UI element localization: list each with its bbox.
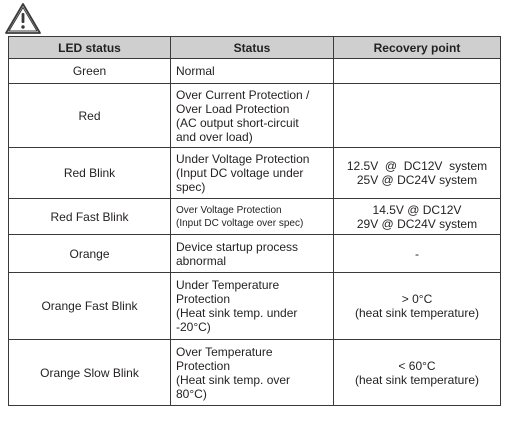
led-status-cell: Orange Fast Blink (8, 272, 171, 340)
recovery-line: < 60°C (398, 358, 436, 373)
recovery-line: 25V @ DC24V system (356, 173, 478, 187)
table-row: Red Blink Under Voltage Protection (Inpu… (8, 147, 501, 199)
recovery-line: > 0°C (401, 292, 433, 306)
status-cell: Over Temperature Protection (Heat sink t… (170, 339, 334, 406)
table-row: Red Over Current Protection / Over Load … (8, 83, 501, 148)
recovery-line: 12.5V @ DC12V system (346, 159, 488, 173)
status-cell: Under Voltage Protection (Input DC volta… (170, 147, 334, 199)
led-status-cell: Orange (8, 234, 171, 273)
led-status-cell: Orange Slow Blink (8, 339, 171, 406)
table-row: Green Normal (8, 58, 501, 84)
status-line: Over Current Protection / (176, 87, 310, 102)
header-status: Status (170, 36, 334, 59)
recovery-line: 29V @ DC24V system (356, 216, 478, 231)
status-line: Over Temperature (176, 344, 273, 359)
recovery-line: (heat sink temperature) (354, 372, 480, 387)
led-status-cell: Green (8, 58, 171, 84)
led-status-cell: Red Blink (8, 147, 171, 199)
status-line: (Input DC voltage under (176, 166, 304, 180)
status-cell: Over Voltage Protection (Input DC voltag… (170, 198, 334, 235)
status-line: (Heat sink temp. over (176, 372, 291, 387)
led-status-cell: Red (8, 83, 171, 148)
status-cell: Device startup process abnormal (170, 234, 334, 273)
led-status-cell: Red Fast Blink (8, 198, 171, 235)
status-line: 80°C) (176, 386, 207, 401)
status-line: (AC output short-circuit (176, 115, 299, 130)
recovery-cell: < 60°C (heat sink temperature) (333, 339, 501, 406)
table-header-row: LED status Status Recovery point (8, 36, 501, 59)
recovery-cell: - (333, 234, 501, 273)
status-line: -20°C) (176, 320, 211, 334)
status-line: (Heat sink temp. under (176, 306, 298, 320)
recovery-line: - (415, 246, 419, 261)
status-line: Under Temperature (176, 278, 280, 292)
table-row: Red Fast Blink Over Voltage Protection (… (8, 198, 501, 235)
status-line: Normal (176, 64, 215, 78)
status-line: spec) (176, 180, 206, 194)
header-led-status: LED status (8, 36, 171, 59)
status-line: Over Load Protection (176, 101, 290, 116)
recovery-cell (333, 58, 501, 84)
recovery-cell: 14.5V @ DC12V 29V @ DC24V system (333, 198, 501, 235)
recovery-cell: > 0°C (heat sink temperature) (333, 272, 501, 340)
status-cell: Over Current Protection / Over Load Prot… (170, 83, 334, 148)
header-recovery-point: Recovery point (333, 36, 501, 59)
status-line: (Input DC voltage over spec) (176, 217, 304, 229)
status-line: Device startup process (176, 239, 299, 254)
status-line: Protection (176, 292, 231, 306)
led-status-table: LED status Status Recovery point Green N… (8, 36, 501, 406)
table-row: Orange Fast Blink Under Temperature Prot… (8, 272, 501, 340)
status-line: Over Voltage Protection (176, 204, 282, 216)
warning-icon (5, 3, 41, 34)
table-row: Orange Slow Blink Over Temperature Prote… (8, 339, 501, 406)
status-line: abnormal (176, 253, 227, 268)
status-cell: Under Temperature Protection (Heat sink … (170, 272, 334, 340)
status-line: Under Voltage Protection (176, 152, 310, 166)
status-line: and over load) (176, 129, 253, 144)
status-cell: Normal (170, 58, 334, 84)
status-line: Protection (176, 358, 231, 373)
recovery-cell (333, 83, 501, 148)
recovery-line: 14.5V @ DC12V (372, 202, 462, 217)
recovery-cell: 12.5V @ DC12V system 25V @ DC24V system (333, 147, 501, 199)
table-row: Orange Device startup process abnormal - (8, 234, 501, 273)
recovery-line: (heat sink temperature) (354, 306, 480, 320)
